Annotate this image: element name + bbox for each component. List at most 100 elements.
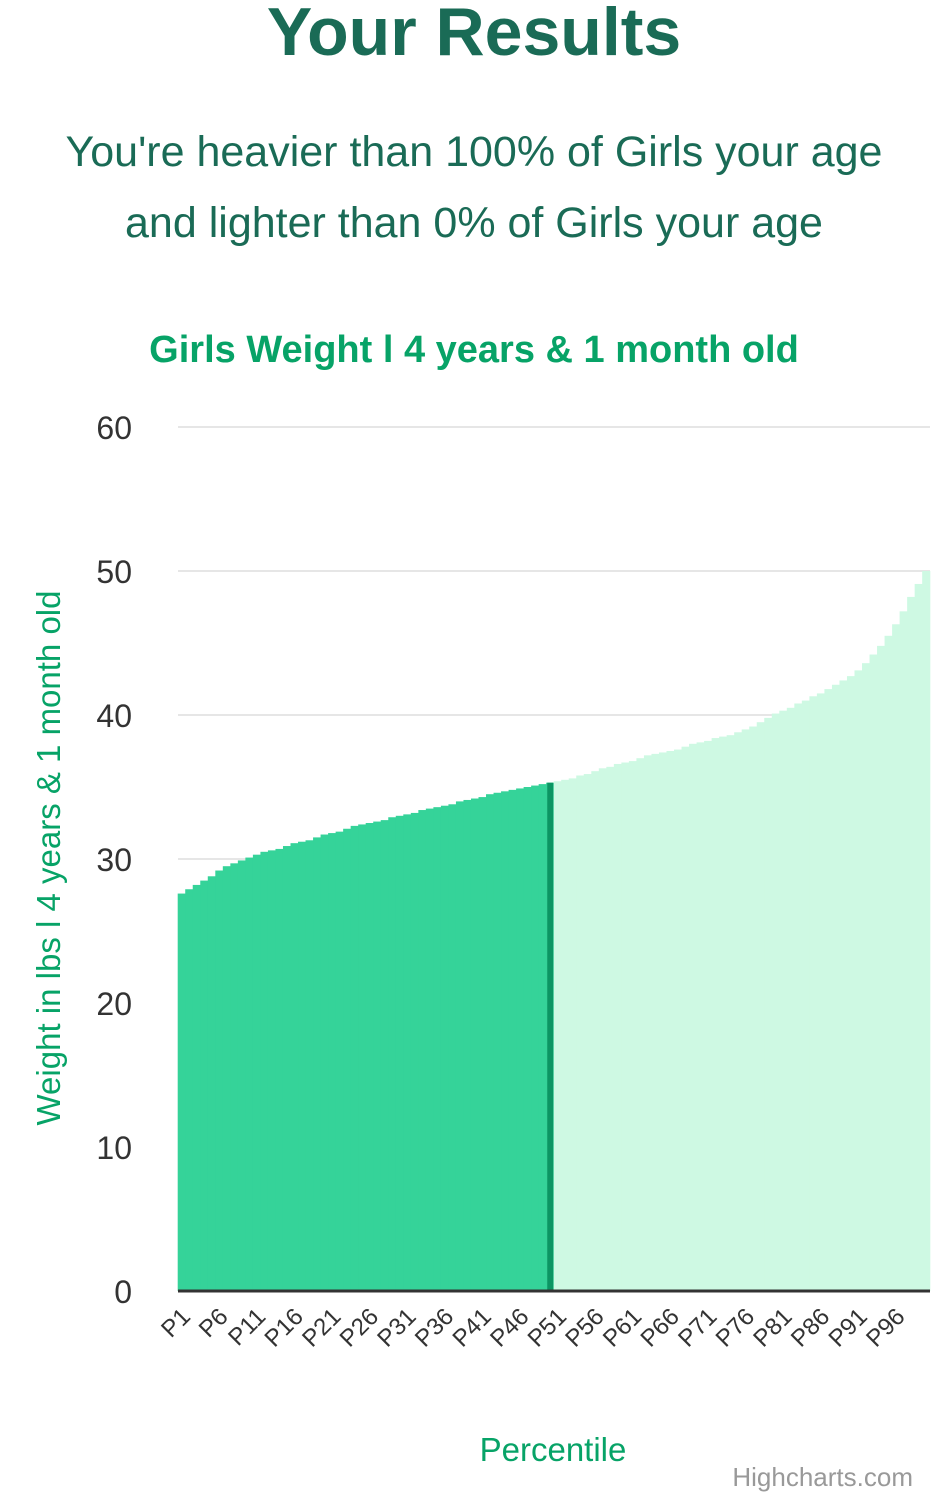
- bar-p2[interactable]: [185, 889, 194, 1291]
- bar-p26[interactable]: [365, 823, 374, 1291]
- bar-p58[interactable]: [606, 766, 615, 1291]
- bar-p64[interactable]: [651, 753, 660, 1291]
- bar-p11[interactable]: [252, 854, 262, 1291]
- bar-p74[interactable]: [726, 735, 735, 1291]
- bar-p96[interactable]: [892, 624, 901, 1291]
- bar-p14[interactable]: [275, 848, 284, 1291]
- bar-p42[interactable]: [486, 794, 495, 1291]
- bar-p18[interactable]: [305, 840, 314, 1291]
- bar-p57[interactable]: [598, 768, 607, 1291]
- bar-p60[interactable]: [621, 762, 630, 1291]
- bar-p19[interactable]: [313, 837, 322, 1291]
- bar-p12[interactable]: [260, 851, 269, 1291]
- bar-p59[interactable]: [613, 763, 622, 1291]
- bar-p25[interactable]: [358, 824, 367, 1291]
- bar-p22[interactable]: [335, 831, 344, 1291]
- bar-p70[interactable]: [696, 742, 705, 1291]
- bar-p40[interactable]: [470, 798, 480, 1291]
- bar-p53[interactable]: [568, 778, 577, 1291]
- bar-p38[interactable]: [455, 801, 465, 1291]
- bar-p63[interactable]: [643, 755, 653, 1291]
- bar-p16[interactable]: [290, 843, 299, 1291]
- bar-p71[interactable]: [704, 740, 713, 1291]
- bar-p100[interactable]: [922, 571, 931, 1291]
- bar-p23[interactable]: [343, 828, 352, 1291]
- bar-p45[interactable]: [508, 789, 517, 1291]
- bar-p4[interactable]: [200, 880, 209, 1291]
- bar-p92[interactable]: [862, 663, 871, 1291]
- bar-p98[interactable]: [907, 596, 916, 1291]
- bar-p75[interactable]: [734, 732, 743, 1291]
- bar-p72[interactable]: [711, 738, 720, 1291]
- bar-p89[interactable]: [839, 680, 848, 1291]
- credits-link[interactable]: Highcharts.com: [732, 1462, 913, 1492]
- bar-p66[interactable]: [666, 751, 675, 1291]
- bar-p62[interactable]: [636, 758, 645, 1291]
- bar-p27[interactable]: [373, 821, 382, 1291]
- bar-p97[interactable]: [899, 611, 908, 1291]
- bar-p88[interactable]: [831, 684, 841, 1291]
- bar-p47[interactable]: [523, 787, 532, 1291]
- bar-p13[interactable]: [267, 850, 277, 1291]
- bar-p79[interactable]: [764, 717, 773, 1291]
- bar-p73[interactable]: [719, 736, 728, 1291]
- bar-p95[interactable]: [884, 635, 893, 1291]
- bar-p87[interactable]: [824, 689, 833, 1291]
- bar-p65[interactable]: [658, 752, 668, 1291]
- bar-p55[interactable]: [583, 774, 592, 1291]
- bar-p46[interactable]: [516, 788, 525, 1291]
- bar-p77[interactable]: [749, 726, 758, 1291]
- bar-p86[interactable]: [816, 693, 826, 1291]
- bar-p30[interactable]: [395, 815, 404, 1291]
- bar-p48[interactable]: [531, 785, 540, 1291]
- bar-p82[interactable]: [786, 707, 795, 1291]
- bar-p78[interactable]: [756, 722, 765, 1291]
- bar-p51[interactable]: [553, 781, 562, 1291]
- bar-p85[interactable]: [809, 696, 818, 1291]
- bar-p68[interactable]: [681, 746, 690, 1291]
- bar-p83[interactable]: [794, 703, 803, 1291]
- bar-p9[interactable]: [237, 860, 246, 1291]
- bar-p54[interactable]: [576, 775, 585, 1291]
- bar-p44[interactable]: [501, 791, 510, 1291]
- bar-p34[interactable]: [425, 808, 434, 1291]
- bar-p37[interactable]: [448, 804, 457, 1291]
- bar-p80[interactable]: [771, 713, 780, 1291]
- bar-p76[interactable]: [741, 729, 750, 1291]
- bar-p15[interactable]: [282, 846, 292, 1291]
- bar-p91[interactable]: [854, 670, 863, 1291]
- bar-p41[interactable]: [478, 797, 487, 1291]
- bar-p3[interactable]: [192, 884, 201, 1291]
- bar-p6[interactable]: [215, 870, 224, 1291]
- bar-p61[interactable]: [628, 761, 638, 1291]
- bar-p36[interactable]: [440, 805, 450, 1291]
- bar-p67[interactable]: [674, 749, 683, 1291]
- bar-p1[interactable]: [177, 893, 186, 1291]
- bar-p84[interactable]: [801, 700, 810, 1291]
- bar-p39[interactable]: [463, 799, 472, 1291]
- bar-p81[interactable]: [779, 710, 788, 1291]
- bar-p69[interactable]: [689, 743, 698, 1291]
- bar-p5[interactable]: [207, 876, 216, 1291]
- bar-p35[interactable]: [433, 807, 442, 1291]
- bar-p7[interactable]: [222, 866, 231, 1291]
- bar-p43[interactable]: [493, 792, 502, 1291]
- bar-p21[interactable]: [328, 833, 337, 1291]
- bar-p49[interactable]: [538, 784, 547, 1291]
- bar-p24[interactable]: [350, 825, 359, 1291]
- bar-p32[interactable]: [410, 812, 419, 1291]
- bar-p90[interactable]: [846, 676, 856, 1291]
- bar-p17[interactable]: [298, 841, 307, 1291]
- bar-p99[interactable]: [914, 583, 923, 1291]
- bar-p33[interactable]: [418, 810, 427, 1291]
- bar-p20[interactable]: [320, 834, 329, 1291]
- bar-p93[interactable]: [869, 654, 878, 1291]
- bar-p28[interactable]: [380, 820, 389, 1291]
- bar-p56[interactable]: [591, 771, 600, 1291]
- bar-p29[interactable]: [388, 817, 397, 1291]
- bar-p8[interactable]: [230, 863, 239, 1291]
- bar-p52[interactable]: [561, 779, 570, 1291]
- bar-p31[interactable]: [403, 814, 412, 1291]
- bar-p94[interactable]: [877, 645, 886, 1291]
- bar-p10[interactable]: [245, 857, 254, 1291]
